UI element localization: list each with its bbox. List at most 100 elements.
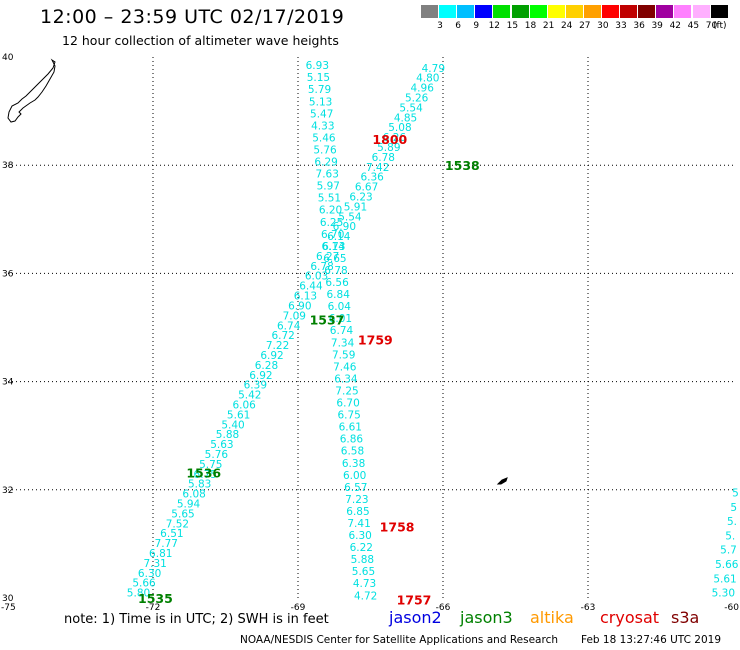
legend-label: 21	[542, 21, 555, 31]
wave-height-value: 7.31	[143, 558, 166, 570]
x-tick-label: -75	[1, 603, 16, 613]
wave-height-value: 6.85	[346, 506, 369, 518]
wave-height-value: 6.67	[355, 182, 378, 194]
wave-height-value: 7.23	[345, 494, 368, 506]
satellite-label-jason3: jason3	[460, 608, 513, 627]
wave-height-value: 6.30	[348, 530, 371, 542]
wave-height-value: 6.14	[322, 241, 346, 253]
wave-height-value: 5.51	[318, 193, 341, 205]
legend-label: 24	[560, 21, 573, 31]
legend-swatch	[547, 5, 565, 18]
wave-height-value: 5.80	[127, 588, 150, 600]
y-tick-label: 30	[2, 594, 14, 604]
wave-height-value: 7.77	[155, 538, 178, 550]
pass-time-labels: 1800 1538 1537 1759 1536 1758 1535 1757	[138, 132, 480, 607]
legend-swatch	[475, 5, 493, 18]
wave-height-value: 5.94	[177, 498, 201, 510]
wave-height-value: 4.33	[311, 120, 334, 132]
island-shape	[496, 477, 508, 485]
wave-height-value: 7.46	[333, 361, 357, 373]
wave-height-value: 5.75	[199, 459, 222, 471]
legend-label: 30	[597, 21, 609, 31]
wave-height-value: 5.79	[308, 84, 331, 96]
legend-label: 27	[579, 21, 591, 31]
wave-height-value: 6.86	[340, 434, 364, 446]
legend-label: 42	[669, 21, 682, 31]
wave-height-value: 6.92	[249, 370, 272, 382]
wave-height-value: 6.56	[325, 277, 349, 289]
wave-height-value: 6.00	[343, 470, 366, 482]
legend-swatch	[710, 5, 728, 18]
wave-height-value: 6.01	[329, 313, 352, 325]
wave-height-value: 6.74	[330, 325, 354, 337]
wave-height-value: 5.88	[216, 429, 239, 441]
pass-time-label: 1536	[186, 465, 221, 480]
wave-height-value: 4.73	[353, 578, 376, 590]
page-subtitle: 12 hour collection of altimeter wave hei…	[62, 33, 339, 48]
pass-time-label: 1537	[310, 312, 345, 327]
wave-height-value: 6.78	[324, 265, 347, 277]
altimeter-tracks: 4.794.804.965.265.544.855.086.265.896.78…	[127, 60, 739, 602]
wave-height-value: 5	[730, 502, 737, 514]
axis-labels: -75 -72 -69 -66 -63 -60 40 38 36 34 32 30	[1, 53, 739, 613]
pass-time-label: 1800	[372, 132, 407, 147]
pass-time-label: 1538	[445, 158, 480, 173]
x-tick-label: -63	[581, 603, 596, 613]
wave-height-value: 7.59	[332, 349, 355, 361]
wave-height-value: 6.81	[149, 548, 172, 560]
wave-height-value: 7.25	[335, 385, 358, 397]
legend-swatch	[656, 5, 674, 18]
wave-height-value: 6.34	[334, 373, 358, 385]
wave-height-value: 6.90	[333, 221, 356, 233]
wave-height-value: 5.63	[210, 439, 233, 451]
wave-height-value: 5.83	[188, 479, 211, 491]
wave-height-value: 6.93	[306, 60, 329, 72]
wave-height-value: 6.44	[299, 281, 323, 293]
wave-height-value: 6.28	[255, 360, 278, 372]
legend-label: 36	[633, 21, 645, 31]
wave-height-value: 6.25	[320, 217, 343, 229]
y-tick-label: 36	[2, 269, 14, 279]
wave-height-value: 5.40	[221, 419, 244, 431]
wave-height-value: 5.76	[313, 144, 337, 156]
page-title: 12:00 – 23:59 UTC 02/17/2019	[40, 6, 345, 28]
wave-height-value: 6.27	[316, 251, 339, 263]
wave-height-value: 6.13	[294, 291, 317, 303]
wave-height-value: 5.65	[171, 508, 194, 520]
wave-height-value: 7.09	[283, 310, 306, 322]
wave-height-value: 6.23	[349, 192, 372, 204]
wave-height-value: 6.03	[305, 271, 328, 283]
y-tick-label: 32	[2, 486, 13, 496]
legend-label: 15	[506, 21, 519, 31]
wave-height-value: 5.54	[338, 211, 362, 223]
wave-height-value: 6.72	[271, 330, 294, 342]
wave-height-value: 5.66	[132, 578, 156, 590]
legend-label: 45	[687, 21, 700, 31]
wave-height-value: 7.42	[366, 162, 389, 174]
y-tick-label: 38	[2, 161, 14, 171]
legend-swatch	[457, 5, 475, 18]
wave-height-value: 5.08	[388, 122, 411, 134]
wave-height-value: 6.39	[244, 380, 267, 392]
wave-height-value: 5.13	[309, 96, 332, 108]
wave-height-value: 7.52	[166, 518, 189, 530]
satellite-label-cryosat: cryosat	[600, 608, 660, 627]
wave-height-value: 5.42	[238, 390, 261, 402]
wave-height-value: 5.97	[317, 181, 340, 193]
pass-time-label: 1535	[138, 591, 173, 606]
wave-height-value: 6.38	[342, 458, 365, 470]
wave-height-value: 6.26	[383, 132, 407, 144]
legend-unit: (ft)	[713, 21, 727, 31]
wave-height-value: 6.30	[138, 568, 161, 580]
wave-height-value: 5.76	[205, 449, 229, 461]
wave-height-value: 6.14	[327, 231, 351, 243]
legend-swatch	[529, 5, 547, 18]
wave-height-value: 6.08	[182, 489, 205, 501]
wave-height-value: 6.36	[360, 172, 384, 184]
pass-time-label: 1757	[397, 593, 432, 608]
wave-height-value: 4.96	[411, 83, 435, 95]
wave-height-value: 4.85	[394, 112, 417, 124]
wave-height-value: 5.65	[352, 566, 375, 578]
legend-label: 70	[705, 21, 718, 31]
